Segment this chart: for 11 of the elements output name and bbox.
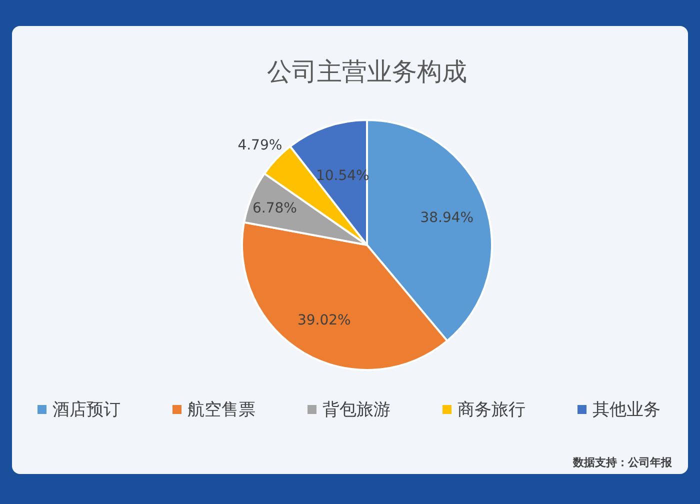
data-label: 4.79%	[238, 138, 282, 154]
legend-label: 酒店预订	[52, 400, 120, 420]
legend-label: 其他业务	[592, 400, 660, 420]
text: 数据支持：公司年报	[572, 456, 673, 469]
chart-title: 公司主营业务构成	[267, 57, 467, 86]
legend-label: 航空售票	[188, 400, 256, 420]
legend-label: 商务旅行	[458, 400, 526, 420]
data-label: 38.94%	[420, 210, 474, 226]
legend-label: 背包旅游	[322, 400, 390, 420]
data-label: 6.78%	[252, 200, 297, 216]
data-label: 39.02%	[297, 312, 351, 328]
